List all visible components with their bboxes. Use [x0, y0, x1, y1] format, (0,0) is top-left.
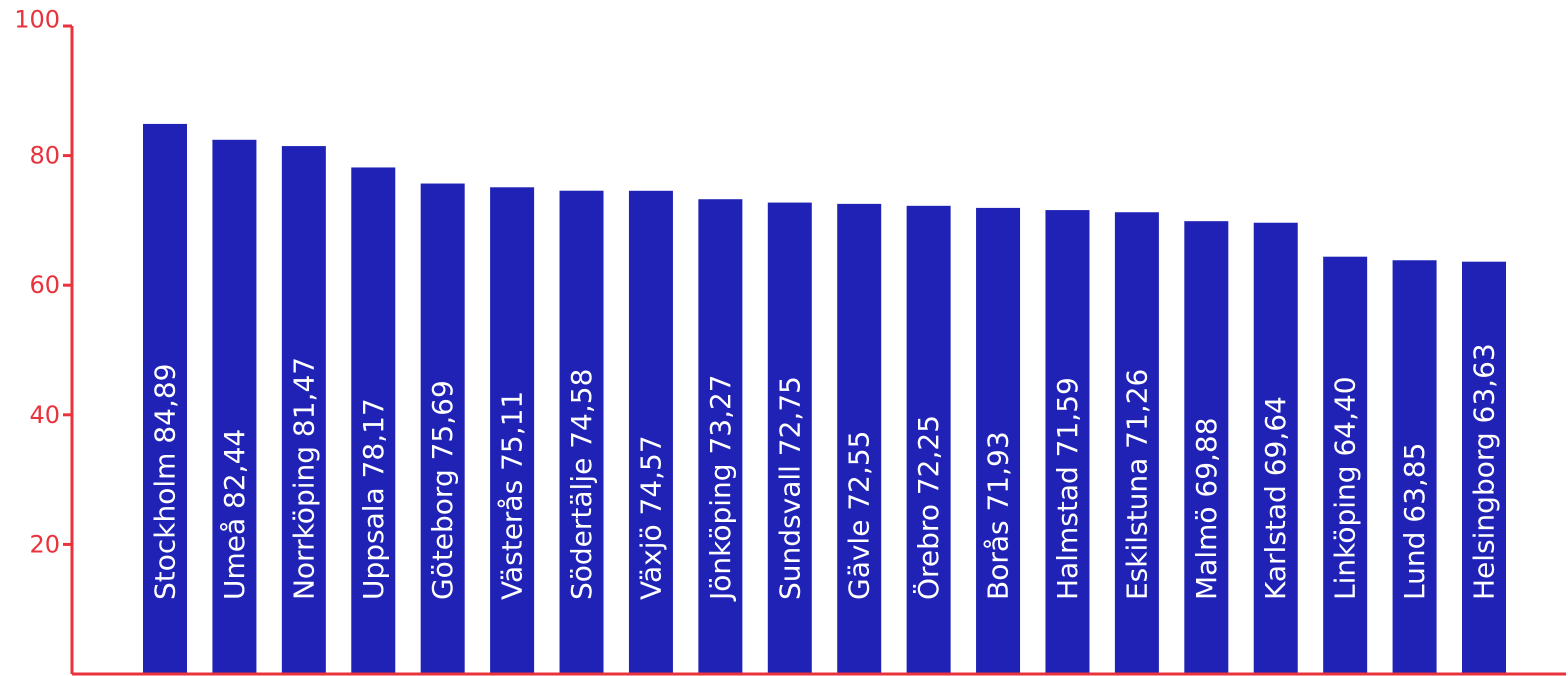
bar-7 — [628, 190, 673, 674]
bar-label-12: Borås 71,93 — [982, 431, 1015, 600]
bar-label-13: Halmstad 71,59 — [1051, 377, 1084, 600]
bar-17 — [1323, 256, 1368, 674]
bar-label-8: Jönköping 73,27 — [704, 374, 737, 602]
bar-4 — [420, 183, 465, 674]
bar-label-14: Eskilstuna 71,26 — [1120, 369, 1153, 600]
bar-1 — [212, 139, 257, 674]
bar-label-11: Örebro 72,25 — [911, 415, 945, 600]
bar-label-7: Växjö 74,57 — [634, 435, 667, 600]
y-tick-label: 100 — [14, 6, 60, 34]
bar-label-1: Umeå 82,44 — [218, 429, 251, 600]
bar-label-5: Västerås 75,11 — [496, 391, 529, 600]
bar-8 — [698, 199, 743, 675]
bar-label-19: Helsingborg 63,63 — [1468, 343, 1501, 600]
bar-label-17: Linköping 64,40 — [1329, 376, 1362, 600]
bar-0 — [143, 123, 187, 675]
bar-label-4: Göteborg 75,69 — [426, 380, 459, 600]
bar-9 — [767, 202, 812, 674]
bar-10 — [837, 203, 882, 674]
bar-label-18: Lund 63,85 — [1398, 443, 1431, 600]
bar-2 — [281, 146, 326, 674]
bar-12 — [976, 207, 1021, 674]
y-tick-label: 60 — [29, 271, 60, 299]
bar-11 — [906, 205, 951, 674]
bar-label-2: Norrköping 81,47 — [287, 357, 320, 600]
bars: Stockholm 84,89 Umeå 82,44 Norrköping 81,4… — [143, 123, 1506, 675]
bar-13 — [1045, 210, 1090, 674]
bar-19 — [1462, 261, 1506, 674]
y-tick-label: 80 — [29, 142, 60, 170]
bar-3 — [351, 167, 396, 674]
y-tick-label: 40 — [29, 401, 60, 429]
bar-18 — [1392, 260, 1437, 674]
bar-label-6: Södertälje 74,58 — [565, 369, 598, 600]
y-tick-label: 20 — [29, 530, 60, 558]
bar-label-3: Uppsala 78,17 — [357, 398, 390, 600]
bar-label-0: Stockholm 84,89 — [149, 364, 182, 600]
bar-label-9: Sundsvall 72,75 — [773, 376, 806, 600]
bar-16 — [1253, 222, 1298, 675]
bar-label-15: Malmö 69,88 — [1190, 417, 1223, 600]
bar-15 — [1184, 221, 1229, 674]
y-axis: 20 40 60 80 100 — [14, 6, 74, 674]
bar-label-10: Gävle 72,55 — [843, 431, 876, 600]
bar-label-16: Karlstad 69,64 — [1259, 396, 1292, 600]
bar-6 — [559, 190, 604, 674]
bar-14 — [1114, 212, 1159, 674]
bar-5 — [490, 187, 535, 674]
